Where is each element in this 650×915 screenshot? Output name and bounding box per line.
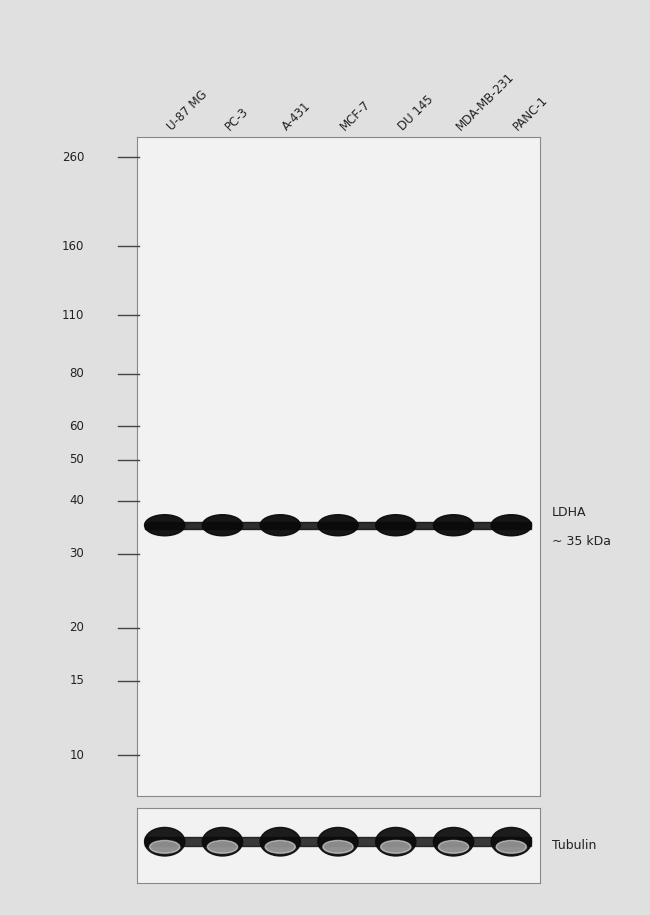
Text: 30: 30	[70, 547, 84, 560]
Ellipse shape	[150, 840, 180, 854]
Text: 60: 60	[70, 420, 84, 433]
Ellipse shape	[434, 515, 474, 536]
Text: 110: 110	[62, 308, 84, 322]
Ellipse shape	[202, 515, 242, 536]
Ellipse shape	[202, 827, 242, 856]
Ellipse shape	[491, 515, 532, 536]
Text: ~ 35 kDa: ~ 35 kDa	[552, 535, 610, 548]
Ellipse shape	[260, 827, 300, 856]
Text: A-431: A-431	[280, 99, 314, 133]
Ellipse shape	[434, 827, 474, 856]
Ellipse shape	[438, 840, 469, 854]
Text: 40: 40	[70, 494, 84, 507]
Ellipse shape	[376, 827, 416, 856]
Text: 160: 160	[62, 240, 84, 253]
Text: 10: 10	[70, 748, 84, 761]
Text: MCF-7: MCF-7	[338, 97, 373, 133]
Text: 50: 50	[70, 453, 84, 467]
Text: PANC-1: PANC-1	[512, 93, 551, 133]
Text: MDA-MB-231: MDA-MB-231	[454, 70, 517, 133]
Ellipse shape	[323, 840, 353, 854]
Text: PC-3: PC-3	[222, 104, 251, 133]
Ellipse shape	[491, 827, 532, 856]
Ellipse shape	[381, 840, 411, 854]
Text: DU 145: DU 145	[396, 92, 436, 133]
Ellipse shape	[265, 840, 295, 854]
Ellipse shape	[496, 840, 526, 854]
Ellipse shape	[260, 515, 300, 536]
Text: 15: 15	[70, 674, 84, 687]
Bar	[144, 837, 532, 846]
Text: 260: 260	[62, 151, 84, 164]
Ellipse shape	[318, 827, 358, 856]
Ellipse shape	[318, 515, 358, 536]
Ellipse shape	[144, 515, 185, 536]
Text: Tubulin: Tubulin	[552, 839, 596, 852]
Text: LDHA: LDHA	[552, 506, 586, 519]
Bar	[144, 522, 532, 529]
Ellipse shape	[376, 515, 416, 536]
Ellipse shape	[207, 840, 238, 854]
Text: 80: 80	[70, 367, 84, 380]
Text: U-87 MG: U-87 MG	[164, 88, 210, 133]
Text: 20: 20	[70, 621, 84, 634]
Ellipse shape	[144, 827, 185, 856]
